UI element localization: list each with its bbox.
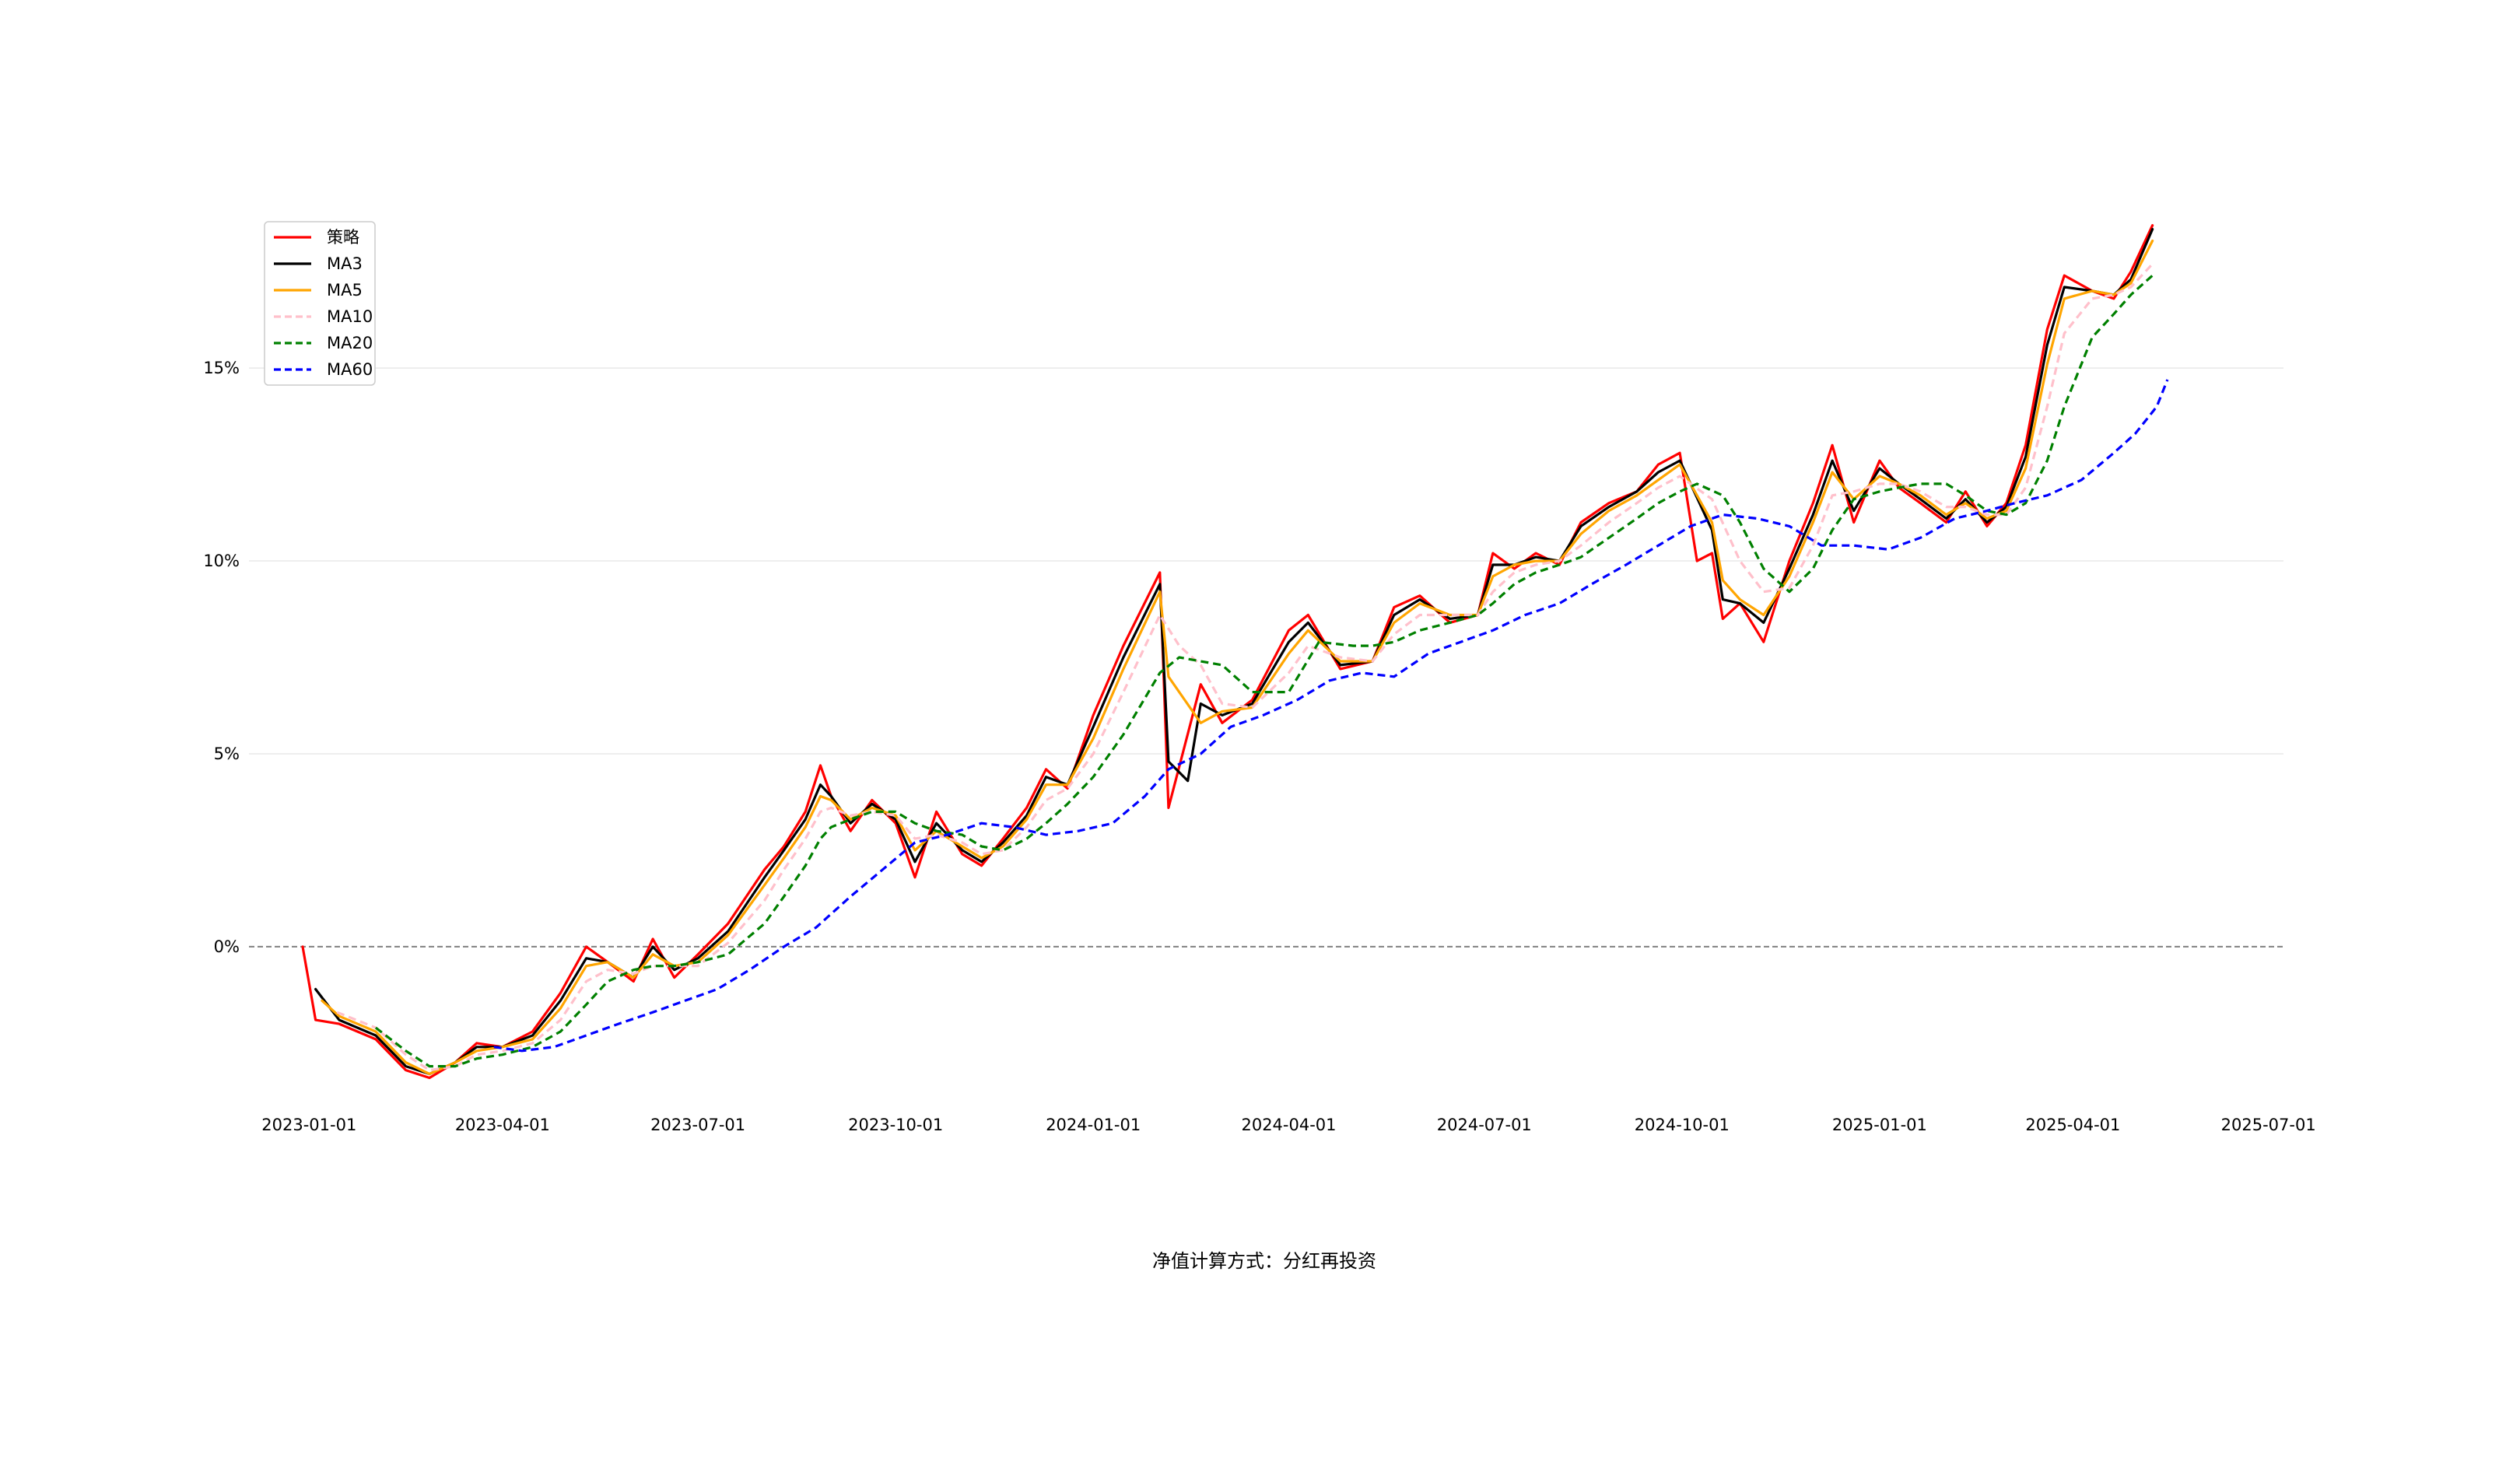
series-line-4 [374, 274, 2154, 1068]
legend-label: MA20 [327, 334, 373, 352]
x-tick-label: 2025-07-01 [2221, 1116, 2316, 1134]
x-tick-label: 2024-10-01 [1635, 1116, 1730, 1134]
grid [249, 367, 2283, 948]
x-axis-label: 净值计算方式：分红再投资 [1152, 1250, 1376, 1272]
x-tick-label: 2023-01-01 [261, 1116, 356, 1134]
x-axis-ticks: 2023-01-01 2023-04-01 2023-07-01 2023-10-01… [261, 1116, 2315, 1134]
legend-label: MA3 [327, 254, 363, 273]
series-line-5 [493, 379, 2169, 1053]
y-tick-label: 15% [203, 359, 240, 377]
x-tick-label: 2023-10-01 [848, 1116, 943, 1134]
legend-label: MA60 [327, 360, 373, 379]
legend: 策略 MA3 MA5 MA10 MA20 MA60 [264, 221, 376, 386]
series-line-0 [301, 224, 2154, 1080]
x-tick-label: 2024-01-01 [1046, 1116, 1141, 1134]
x-tick-label: 2023-07-01 [650, 1116, 745, 1134]
series-line-3 [336, 263, 2154, 1072]
y-tick-label: 0% [214, 937, 240, 956]
x-tick-label: 2025-01-01 [1832, 1116, 1927, 1134]
x-tick-label: 2025-04-01 [2025, 1116, 2120, 1134]
legend-label: MA5 [327, 281, 363, 300]
y-tick-label: 5% [214, 745, 240, 763]
x-tick-label: 2024-04-01 [1241, 1116, 1336, 1134]
series-line-2 [321, 239, 2154, 1076]
y-axis-ticks: 0% 5% 10% 15% [203, 359, 240, 956]
legend-label: 策略 [327, 228, 359, 247]
legend-label: MA10 [327, 307, 373, 326]
y-tick-label: 10% [203, 552, 240, 570]
series-lines [301, 224, 2169, 1080]
x-tick-label: 2023-04-01 [455, 1116, 550, 1134]
x-tick-label: 2024-07-01 [1437, 1116, 1532, 1134]
